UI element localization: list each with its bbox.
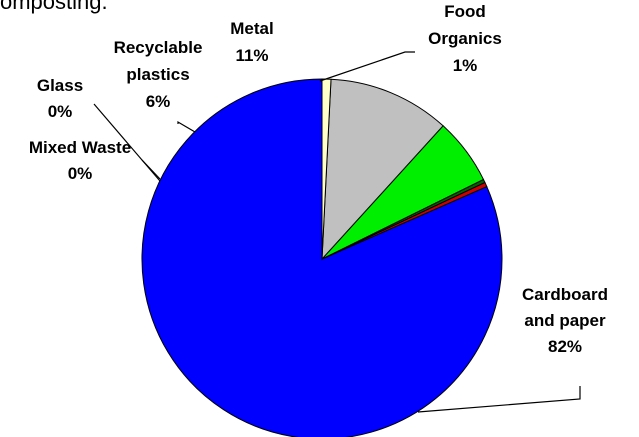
leader-line-5 [319,51,415,82]
slice-label-line: Recyclable [114,38,203,57]
slice-label-line: Food [444,2,486,21]
slice-label-line: Organics [428,29,502,48]
leader-lines [93,51,581,413]
slice-label-line: 1% [453,56,478,75]
slice-label-line: 0% [68,164,93,183]
slice-labels: Cardboard and paper 82% Mixed Waste 0% Glass 0… [29,2,608,356]
slice-label-2: Glass 0% [37,76,83,121]
slice-label-5: Food Organics 1% [428,2,502,75]
slice-label-line: Cardboard [522,285,608,304]
slice-label-line: and paper [524,311,606,330]
slice-label-line: Metal [230,19,273,38]
pie-slice-0 [141,78,503,437]
pie-slice-4 [321,78,444,261]
slice-label-line: 11% [235,46,268,65]
slice-label-0: Cardboard and paper 82% [522,285,608,356]
leader-line-0 [417,386,581,413]
slice-label-line: 0% [48,102,73,121]
slice-label-line: 6% [146,92,171,111]
slice-label-line: Mixed Waste [29,138,131,157]
leader-line-2 [93,103,161,182]
slice-label-line: 82% [548,337,582,356]
leader-line-3 [177,120,196,133]
slice-label-line: plastics [126,65,189,84]
intro-text: omposting. [0,0,108,14]
slice-label-1: Mixed Waste 0% [29,138,131,183]
slice-label-3: Recyclable plastics 6% [114,38,203,111]
slice-label-4: Metal 11% [230,19,273,65]
slice-label-line: Glass [37,76,83,95]
pie-slices [141,78,503,437]
